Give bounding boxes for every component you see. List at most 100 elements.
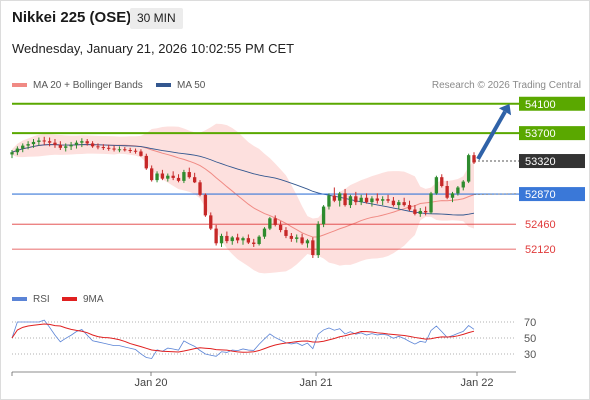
last-price-label: 53320 [525,156,556,168]
candle [47,137,52,147]
candle-body [235,237,240,241]
x-tick-label: Jan 22 [460,377,493,389]
candle [321,205,326,228]
price-level-52120: 52120 [12,244,556,256]
candle-body [332,195,336,201]
candle-body [74,142,79,145]
candle-body [364,197,369,203]
candle [101,144,105,151]
timeframe-badge[interactable]: 30 MIN [130,8,183,29]
candle-body [90,143,95,147]
rsi-tick-label: 50 [524,333,536,345]
candle-body [133,150,138,152]
candle [472,152,476,164]
candle-body [139,151,143,156]
legend-item-ma20: MA 20 + Bollinger Bands [12,80,143,91]
candle-body [166,175,170,179]
candle [445,180,449,200]
candle-body [381,199,385,201]
candle-body [278,224,283,231]
candle [268,216,272,231]
price-level-52460: 52460 [12,219,556,231]
candle [219,233,224,247]
candle [107,144,111,151]
legend-item-rsi: RSI [12,294,50,305]
candle [225,231,229,244]
candle-body [107,147,111,149]
candle [235,233,240,244]
candle [144,153,148,170]
candle-body [295,237,299,239]
candle [289,233,294,242]
candle-body [321,206,326,225]
candle [74,140,79,149]
candle [37,137,41,146]
candle [112,145,116,152]
ma50-swatch [156,83,171,88]
candle [246,234,251,245]
ma-projection [473,193,517,196]
candle [273,215,277,227]
candle-body [370,198,374,203]
candle-body [413,209,417,214]
candle [117,146,122,153]
candle [192,172,197,184]
candle-body [472,155,476,163]
candle-body [273,218,277,225]
candle-body [327,195,331,207]
price-level-53320: 53320 [474,154,585,169]
candle-body [64,146,68,148]
candle-body [198,182,202,195]
candle [391,197,396,207]
candle [381,196,385,206]
candle [466,153,471,184]
candle-body [101,147,105,149]
candle [397,199,401,210]
ma20-swatch [12,83,27,88]
candle [423,206,428,216]
candle [198,180,202,197]
rsi-tick-label: 70 [524,317,536,329]
candle [364,193,369,204]
candle [15,146,20,156]
candle-body [305,240,310,244]
candle [434,175,439,195]
candle [182,169,186,184]
legend-label-ma20: MA 20 + Bollinger Bands [33,80,143,91]
rsi-tick-label: 30 [524,349,536,361]
x-tick-label: Jan 21 [299,377,332,389]
forecast-arrow-head [498,103,512,116]
candle [31,139,36,148]
x-tick-label: Jan 20 [134,377,167,389]
candle-body [338,193,342,201]
candle [295,234,299,243]
candle [209,212,213,231]
candle-body [58,144,63,148]
candle-body [10,152,14,155]
instrument-title: Nikkei 225 (OSE) [12,9,132,26]
candle-body [225,235,229,242]
candle-body [257,236,261,245]
candle-body [53,142,57,145]
candle [305,238,310,248]
ma50-line [11,144,475,216]
candle [10,150,14,159]
candle [187,167,191,179]
candle [327,193,331,210]
candle-body [150,168,154,181]
candle-body [262,228,267,237]
legend-label-rsi: RSI [33,294,50,305]
candle-body [429,193,433,213]
resistance-label-bg [519,126,585,141]
candle-body [123,149,127,151]
candle [257,235,261,246]
candle [278,221,283,233]
candle [203,193,208,217]
last-price-label-bg [519,154,585,169]
legend-item-9ma: 9MA [62,294,104,305]
candle-body [47,141,52,143]
candle [284,227,288,239]
candle-body [209,215,213,229]
candle-body [203,194,208,216]
